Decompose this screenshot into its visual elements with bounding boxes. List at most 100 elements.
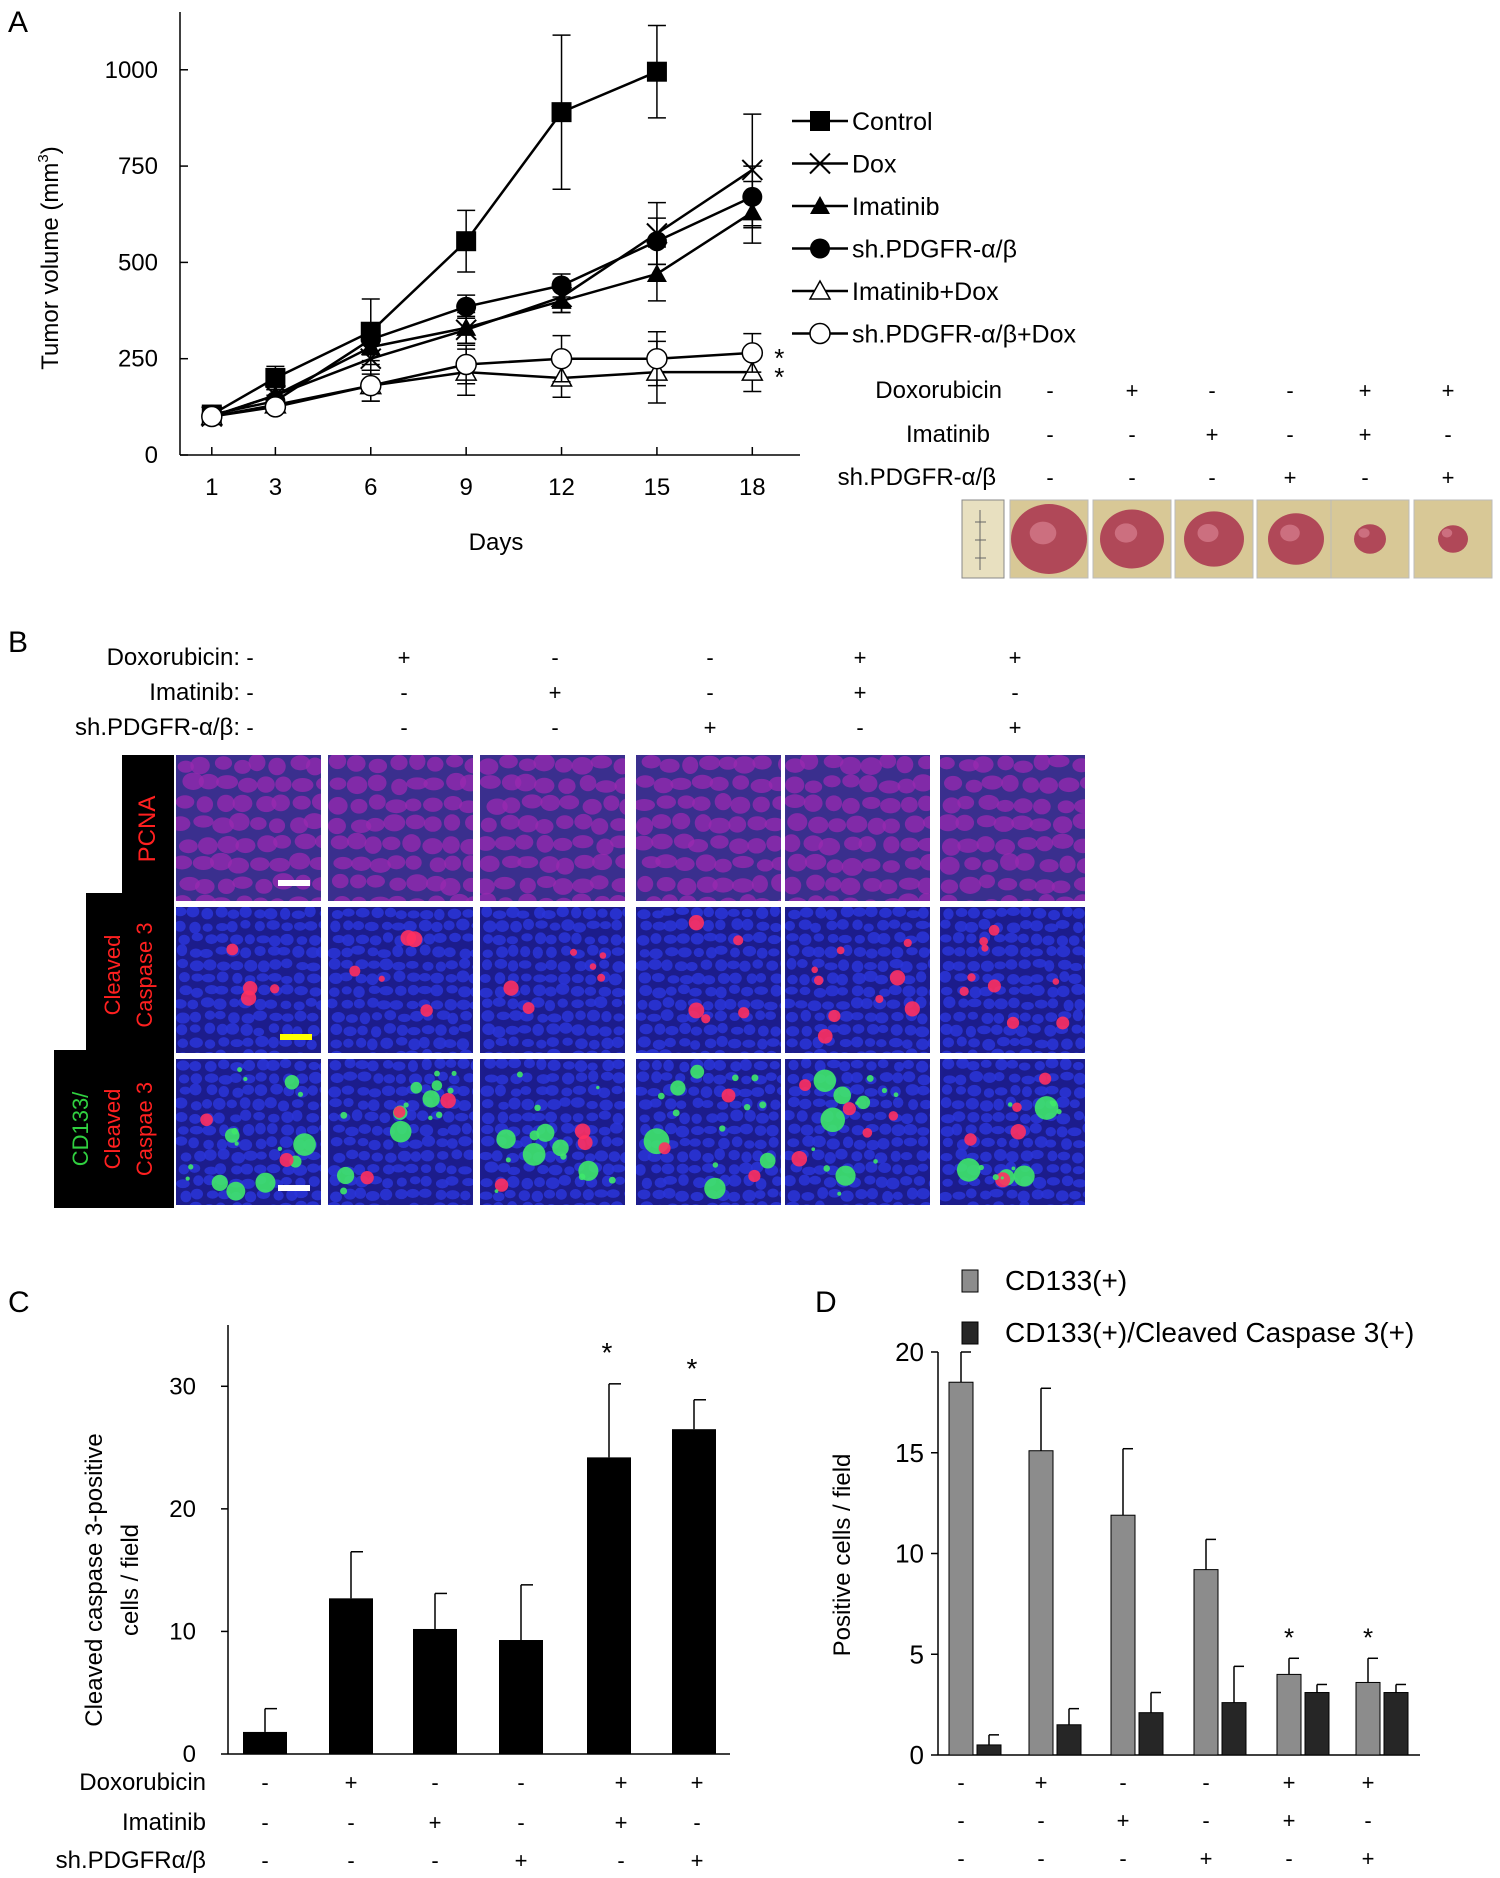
dapi-nucleus [204,1039,216,1049]
caspase-signal [503,980,519,996]
pcna-nucleus [1033,798,1051,815]
chart-a-legend-label: Control [852,108,933,136]
chart-c-y-tick-label: 10 [169,1618,196,1645]
pcna-nucleus [217,836,240,854]
cd133-speck [992,1174,999,1181]
dapi-nucleus [767,935,781,945]
pcna-nucleus [940,757,955,770]
dapi-nucleus [240,947,252,959]
dapi-nucleus [199,948,213,958]
dapi-nucleus [877,947,891,957]
dapi-nucleus [381,921,393,931]
micro-tile-cells [328,907,473,1053]
dapi-nucleus [282,1165,295,1175]
micro-tile-cd133 [636,1059,781,1205]
panel-a-sign: + [1359,378,1372,403]
caspase-signal [200,1113,213,1127]
chart-a-point [551,275,572,296]
dapi-nucleus [799,907,814,918]
dapi-nucleus [445,973,458,983]
pcna-nucleus [250,817,267,830]
dapi-nucleus [1083,1051,1085,1053]
dapi-nucleus [611,947,625,956]
pcna-nucleus [217,794,235,813]
dapi-nucleus [586,1024,600,1037]
dapi-nucleus [1030,1149,1044,1160]
dapi-nucleus [241,1178,255,1189]
dapi-nucleus [739,1162,753,1174]
dapi-nucleus [742,1039,756,1048]
dapi-nucleus [355,1202,365,1205]
pcna-nucleus [429,857,447,873]
dapi-nucleus [754,1139,767,1150]
dapi-nucleus [228,1012,240,1024]
pcna-nucleus [957,795,975,810]
panel-c-sign: + [615,1770,628,1795]
dapi-nucleus [841,1052,849,1053]
chart-a-point [551,290,572,309]
dapi-nucleus [306,962,321,972]
dapi-nucleus [827,933,839,944]
dapi-nucleus [1073,1072,1085,1085]
dapi-nucleus [1018,959,1031,970]
dapi-nucleus [471,1087,473,1096]
pcna-nucleus [880,798,901,814]
dapi-nucleus [689,987,702,997]
cd133-cell [389,1120,412,1143]
dapi-nucleus [679,1138,691,1147]
pcna-nucleus [179,876,200,891]
dapi-nucleus [754,1125,767,1136]
dapi-nucleus [940,919,951,929]
dapi-nucleus [491,1150,503,1162]
dapi-nucleus [419,909,434,920]
dapi-nucleus [268,935,281,947]
dapi-nucleus [472,1181,473,1185]
dapi-nucleus [638,972,652,984]
dapi-nucleus [1047,1150,1058,1162]
dapi-nucleus [727,908,740,917]
dapi-nucleus [571,1151,585,1160]
dapi-nucleus [320,1029,321,1034]
dapi-nucleus [457,1085,470,1097]
pcna-nucleus [861,858,881,872]
micro-tile-cd133 [328,1059,473,1205]
dapi-nucleus [280,1202,292,1205]
dapi-nucleus [765,1011,777,1021]
pcna-nucleus [517,815,539,833]
dapi-nucleus [266,920,280,930]
dapi-nucleus [776,1086,781,1096]
dapi-nucleus [281,1013,294,1022]
pcna-nucleus [499,755,518,769]
dapi-nucleus [545,1111,558,1123]
pcna-nucleus [273,835,292,849]
dapi-nucleus [743,1024,756,1036]
dapi-nucleus [927,1151,930,1160]
dapi-nucleus [333,1152,346,1163]
dapi-nucleus [329,972,343,984]
pcna-nucleus [675,857,695,872]
dapi-nucleus [714,1010,728,1022]
cd133-cell [496,1129,516,1149]
dapi-nucleus [953,1011,966,1022]
caspase-signal [836,946,845,955]
dapi-nucleus [266,1136,278,1148]
caspase-signal [888,1111,899,1121]
cd133-speck [277,1146,283,1151]
pcna-nucleus [940,814,959,832]
pcna-nucleus [292,795,311,810]
dapi-nucleus [574,1060,588,1072]
caspase-signal [811,966,818,974]
panel-d-signs: - + - - + +- - + - + -- - - + - + [957,1770,1374,1871]
dapi-nucleus [320,1077,321,1081]
cd133-speck [1000,1176,1004,1180]
dapi-nucleus [456,1038,470,1051]
dapi-nucleus [1045,1085,1059,1095]
pcna-nucleus [442,836,460,854]
panel-b-sign: - [400,680,407,705]
pcna-nucleus [670,777,692,791]
chart-a-legend-label: Imatinib+Dox [852,278,999,306]
dapi-nucleus [561,1087,573,1097]
dapi-nucleus [318,1164,321,1172]
dapi-nucleus [1042,935,1055,946]
dapi-nucleus [495,1037,508,1047]
